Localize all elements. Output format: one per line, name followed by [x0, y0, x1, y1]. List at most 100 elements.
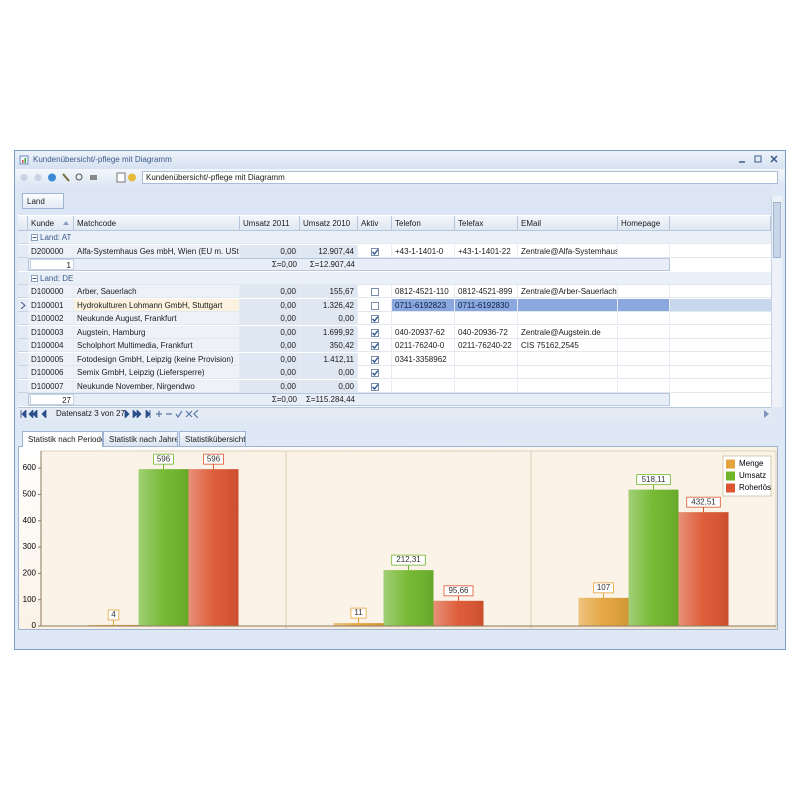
vertical-scrollbar[interactable]: [771, 196, 782, 407]
window-controls[interactable]: [737, 153, 781, 168]
scroll-thumb[interactable]: [773, 202, 781, 258]
row-indicator: [18, 366, 28, 379]
row-filler: [670, 379, 771, 393]
cell: [618, 339, 670, 352]
column-header[interactable]: Umsatz 2010: [300, 216, 358, 231]
checkbox[interactable]: [371, 382, 379, 391]
column-header[interactable]: Kunde: [28, 216, 74, 231]
bar-shine: [88, 624, 139, 626]
checkbox[interactable]: [371, 247, 379, 256]
cell: [518, 379, 618, 393]
tab[interactable]: Statistik nach Jahren: [103, 431, 178, 446]
umsatz2011-cell: 0,00: [240, 298, 300, 312]
umsatz2010-cell: 1.699,92: [300, 325, 358, 339]
cell: [455, 312, 518, 325]
value-label-box: [593, 582, 614, 594]
legend-swatch: [726, 483, 735, 493]
column-header[interactable]: Umsatz 2011: [240, 216, 300, 231]
app-icon: [19, 155, 29, 165]
telefon-cell: 0711-6192823: [392, 298, 455, 312]
footer-count: 27: [30, 394, 74, 405]
row-filler: [670, 298, 771, 312]
value-label: 11: [354, 608, 363, 617]
umsatz2011-cell: 0,00: [240, 366, 300, 379]
row-indicator: [18, 379, 28, 393]
group-panel: [18, 188, 771, 215]
matchcode-cell: Fotodesign GmbH, Leipzig (keine Provisio…: [74, 352, 240, 366]
value-label-box: [153, 453, 174, 465]
bar-shine: [578, 597, 629, 626]
y-tick-label: 200: [23, 568, 37, 577]
umsatz2010-cell: 1.412,11: [300, 352, 358, 366]
chart-panel: 0100200300400500600201000245965962010003…: [18, 446, 778, 630]
cell: [455, 366, 518, 379]
row-indicator: [18, 325, 28, 339]
toolbar-icons[interactable]: [19, 172, 139, 183]
value-label-box: [107, 609, 120, 621]
umsatz2010-cell: 0,00: [300, 379, 358, 393]
telefax-cell: 0711-6192830: [455, 298, 518, 312]
checkbox[interactable]: [371, 355, 379, 364]
column-header[interactable]: Homepage: [618, 216, 670, 231]
matchcode-cell: Hydrokulturen Lohmann GmbH, Stuttgart: [74, 298, 240, 312]
group-expander[interactable]: [31, 234, 38, 241]
matchcode-cell: Neukunde November, Nirgendwo: [74, 379, 240, 393]
matchcode-cell: Alfa-Systemhaus Ges mbH, Wien (EU m. USt…: [74, 244, 240, 258]
chart: 0100200300400500600201000245965962010003…: [19, 447, 777, 629]
cell: [618, 298, 670, 312]
column-header-filler: [670, 216, 771, 231]
row-indicator: [18, 258, 28, 271]
checkbox[interactable]: [371, 301, 379, 310]
nav-buttons[interactable]: [20, 410, 60, 418]
value-label-box: [636, 474, 671, 486]
column-header[interactable]: Telefax: [455, 216, 518, 231]
footer-sum-2010: Σ=115.284,44: [305, 395, 355, 404]
column-header[interactable]: Telefon: [392, 216, 455, 231]
location-field[interactable]: Kundenübersicht/-pflege mit Diagramm: [142, 171, 778, 184]
value-label-box: [686, 496, 721, 508]
kunde-cell: D100006: [28, 366, 74, 379]
checkbox[interactable]: [371, 328, 379, 337]
checkbox[interactable]: [371, 288, 379, 296]
value-label: 596: [207, 454, 221, 463]
tab[interactable]: Statistikübersicht: [179, 431, 246, 446]
umsatz2010-cell: 1.326,42: [300, 298, 358, 312]
value-label-box: [350, 607, 367, 619]
matchcode-cell: Neukunde August, Frankfurt: [74, 312, 240, 325]
group-by-button[interactable]: Land: [22, 193, 64, 209]
group-expander[interactable]: [31, 274, 38, 282]
splitter[interactable]: [18, 419, 771, 430]
kunde-cell: D100007: [28, 379, 74, 393]
nav-buttons-right[interactable]: [124, 410, 214, 418]
bar-shine: [188, 469, 239, 626]
umsatz2011-cell: 0,00: [240, 352, 300, 366]
legend-swatch: [726, 471, 735, 481]
group-footer: [28, 393, 670, 406]
checkbox[interactable]: [371, 342, 379, 350]
row-indicator: [18, 244, 28, 258]
matchcode-cell: Semix GmbH, Leipzig (Liefersperre): [74, 366, 240, 379]
value-label: 4: [111, 610, 116, 619]
kunde-cell: D100000: [28, 285, 74, 298]
header-indicator: [18, 216, 28, 231]
footer-sum-2011: Σ=0,00: [271, 395, 297, 404]
tab[interactable]: Statistik nach Perioden: [22, 431, 103, 447]
column-header[interactable]: Matchcode: [74, 216, 240, 231]
row-indicator: [18, 271, 28, 285]
column-header[interactable]: EMail: [518, 216, 618, 231]
column-header[interactable]: Aktiv: [358, 216, 392, 231]
matchcode-cell: Arber, Sauerlach: [74, 285, 240, 298]
cell: [618, 352, 670, 366]
kunde-cell: D100003: [28, 325, 74, 339]
kunde-cell: D200000: [28, 244, 74, 258]
bar-shine: [138, 469, 189, 626]
checkbox[interactable]: [371, 369, 379, 377]
row-indicator: [18, 352, 28, 366]
bar-shine: [433, 600, 484, 626]
value-label-box: [203, 453, 224, 465]
telefon-cell: +43-1-1401-0: [392, 244, 455, 258]
value-label: 596: [157, 454, 171, 463]
row-filler: [670, 352, 771, 366]
checkbox[interactable]: [371, 315, 379, 323]
umsatz2010-cell: 350,42: [300, 339, 358, 352]
